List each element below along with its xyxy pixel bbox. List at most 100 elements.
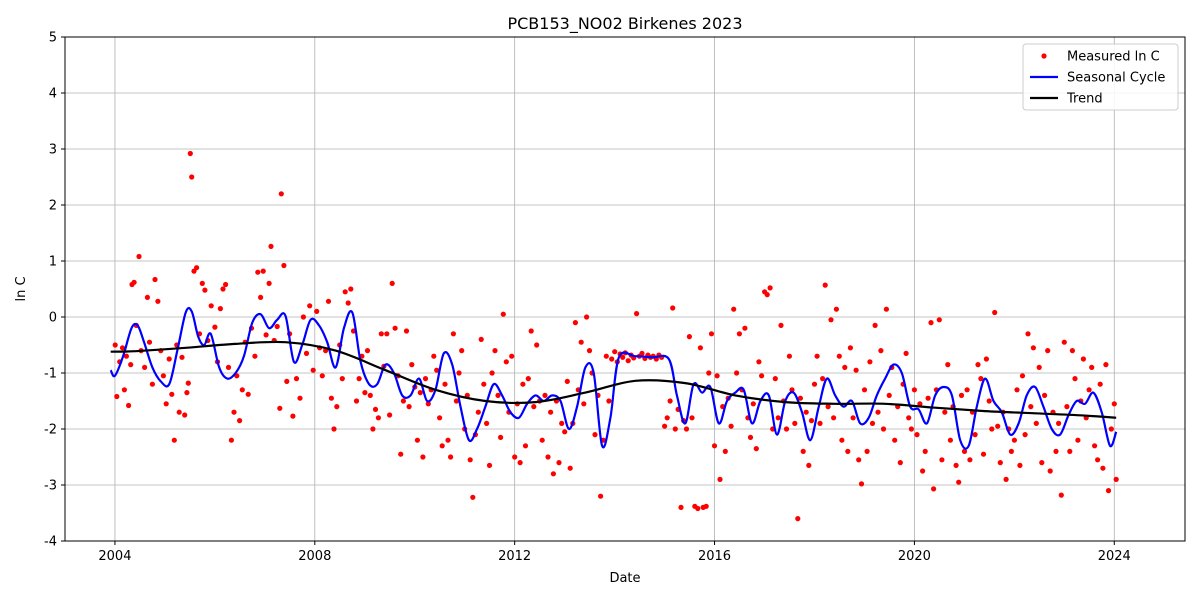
measured-point (431, 353, 437, 359)
measured-point (992, 309, 998, 316)
axis-ticks: 2004 2008 2012 2016 2020 2024 -4 -3 -2 -1 0 1 2 3 4 5 (44, 31, 1131, 565)
measured-point (364, 348, 371, 354)
measured-point (237, 418, 243, 424)
measured-point (166, 356, 172, 362)
measured-point (119, 345, 126, 351)
measured-point (764, 292, 770, 298)
measured-point (592, 432, 598, 438)
measured-point (603, 353, 609, 359)
measured-point (750, 401, 756, 407)
measured-point (906, 415, 912, 421)
measured-point (958, 392, 965, 398)
measured-point (775, 415, 781, 421)
measured-point (833, 306, 840, 312)
measured-point (126, 402, 132, 409)
measured-point (274, 323, 280, 330)
measured-point (475, 409, 481, 415)
y-tick-label: -4 (44, 535, 57, 550)
measured-point (609, 356, 615, 362)
measured-point (845, 448, 851, 454)
measured-point (1056, 420, 1062, 426)
measured-point (123, 353, 129, 359)
measured-point (820, 376, 826, 382)
measured-point (1103, 362, 1109, 368)
measured-point (786, 353, 793, 359)
measured-point (492, 348, 498, 354)
measured-point (182, 412, 188, 418)
measured-point (986, 398, 992, 404)
measured-point (711, 443, 718, 449)
measured-point (252, 353, 258, 359)
measured-point (245, 391, 251, 397)
measured-point (586, 348, 593, 354)
measured-point (450, 331, 456, 337)
measured-point (1017, 462, 1023, 468)
measured-point (439, 443, 445, 449)
measured-point (953, 462, 959, 468)
measured-point (517, 460, 523, 466)
measured-point (1113, 476, 1119, 482)
measured-point (980, 451, 987, 457)
measured-point (1111, 401, 1117, 407)
measured-point (667, 398, 673, 404)
measured-point (975, 362, 981, 368)
y-tick-label: 1 (49, 255, 57, 270)
measured-point (146, 339, 153, 345)
measured-point (1069, 348, 1075, 354)
measured-point (512, 454, 518, 460)
measured-point (581, 401, 587, 407)
measured-point (1039, 460, 1045, 466)
seasonal-cycle-line (109, 306, 1118, 450)
measured-point (872, 322, 878, 328)
measured-point (522, 443, 529, 449)
measured-point (1097, 381, 1103, 387)
measured-point (897, 460, 903, 466)
measured-point (342, 289, 348, 295)
measured-point (184, 390, 190, 396)
measured-point (662, 423, 668, 429)
measured-point (1030, 345, 1036, 351)
y-tick-label: 5 (49, 31, 57, 46)
measured-point (903, 350, 909, 356)
measured-point (225, 364, 232, 370)
measured-point (1075, 437, 1081, 443)
measured-point (392, 325, 398, 331)
measured-point (375, 415, 381, 421)
measured-point (783, 426, 790, 432)
measured-point (664, 415, 670, 421)
measured-point (945, 362, 951, 368)
measured-point (131, 279, 137, 285)
measured-point (417, 390, 423, 396)
measured-point (828, 317, 834, 323)
measured-point (869, 420, 876, 426)
measured-point (1072, 376, 1078, 382)
measured-point (792, 420, 798, 426)
measured-point (442, 381, 448, 387)
measured-point (803, 409, 809, 415)
series-lines (109, 306, 1118, 450)
measured-point (789, 387, 795, 393)
measured-point (437, 415, 443, 421)
measured-point (453, 398, 459, 404)
measured-point (303, 350, 310, 356)
measured-point (534, 342, 540, 348)
measured-point (266, 280, 272, 286)
measured-point (434, 367, 440, 373)
measured-point (1100, 465, 1106, 471)
measured-point (1061, 339, 1067, 345)
measured-point (917, 401, 923, 407)
measured-point (163, 401, 169, 407)
legend: Measured ln C Seasonal Cycle Trend (1022, 43, 1179, 111)
measured-point (171, 437, 177, 443)
measured-point (972, 432, 978, 438)
measured-point (831, 415, 837, 421)
measured-point (414, 437, 420, 443)
measured-point (747, 434, 754, 440)
measured-point (936, 317, 942, 323)
measured-point (260, 268, 266, 274)
measured-point (310, 367, 316, 373)
measured-point (255, 269, 261, 275)
x-axis-title: Date (609, 571, 640, 586)
y-tick-label: 2 (49, 199, 57, 214)
measured-point (290, 413, 296, 419)
